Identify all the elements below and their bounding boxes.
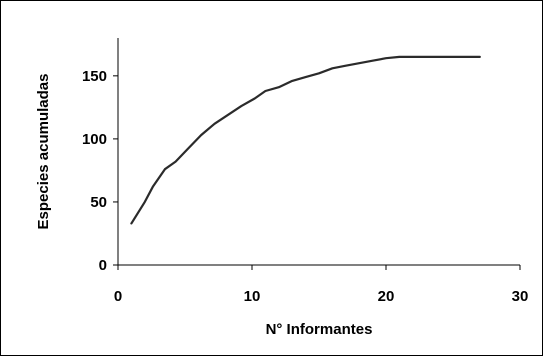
series-group <box>130 55 481 225</box>
x-axis-title: N° Informantes <box>266 321 373 338</box>
accumulation-curve <box>130 55 481 225</box>
x-tick-label: 0 <box>114 288 122 305</box>
y-axis-title: Especies acumuladas <box>35 74 52 230</box>
y-tick-label: 100 <box>82 131 107 148</box>
axes <box>117 38 520 266</box>
accumulation-chart: 0 50 100 150 0 10 20 30 N° Informantes Especie… <box>35 38 529 338</box>
y-ticks: 0 50 100 150 <box>82 68 118 274</box>
x-tick-label: 20 <box>378 288 395 305</box>
x-tick-label: 10 <box>244 288 261 305</box>
y-tick-label: 50 <box>90 194 107 211</box>
y-tick-label: 150 <box>82 68 107 85</box>
y-tick-label: 0 <box>99 257 107 274</box>
x-ticks: 0 10 20 30 <box>114 265 529 305</box>
x-tick-label: 30 <box>512 288 529 305</box>
